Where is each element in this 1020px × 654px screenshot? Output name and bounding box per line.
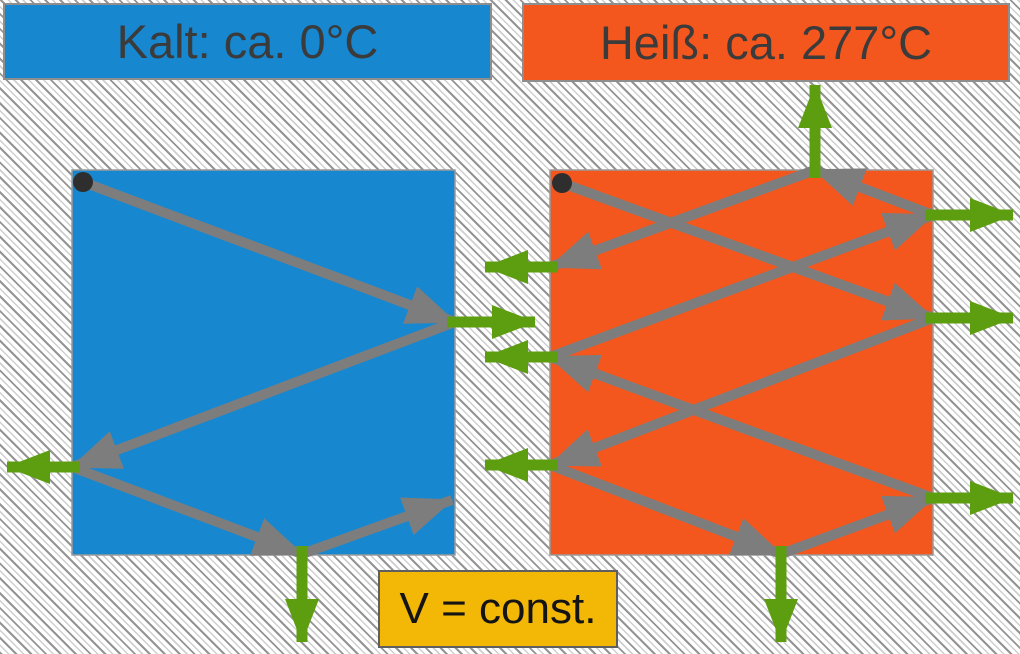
volume-constant-label: V = const. (378, 570, 618, 648)
trajectory-segment (548, 460, 783, 559)
cold-header-label: Kalt: ca. 0°C (3, 3, 492, 80)
hot-box-arrows (484, 84, 1014, 643)
trajectory-segment (548, 210, 935, 362)
particle-dot (552, 173, 572, 193)
particle-dot (73, 172, 93, 192)
trajectory-segment (548, 313, 935, 470)
hot-gas-box (549, 169, 934, 556)
trajectory-segment (813, 165, 935, 220)
hot-header-label: Heiß: ca. 277°C (522, 3, 1010, 82)
cold-box-arrows (6, 172, 536, 643)
cold-gas-box (71, 169, 456, 556)
trajectory-segment (300, 495, 454, 559)
trajectory-segment (81, 177, 457, 327)
trajectory-segment (548, 165, 817, 272)
trajectory-segment (548, 352, 935, 503)
trajectory-segment (779, 493, 935, 559)
trajectory-segment (70, 462, 304, 559)
trajectory-segment (560, 178, 935, 323)
trajectory-segment (70, 317, 457, 472)
